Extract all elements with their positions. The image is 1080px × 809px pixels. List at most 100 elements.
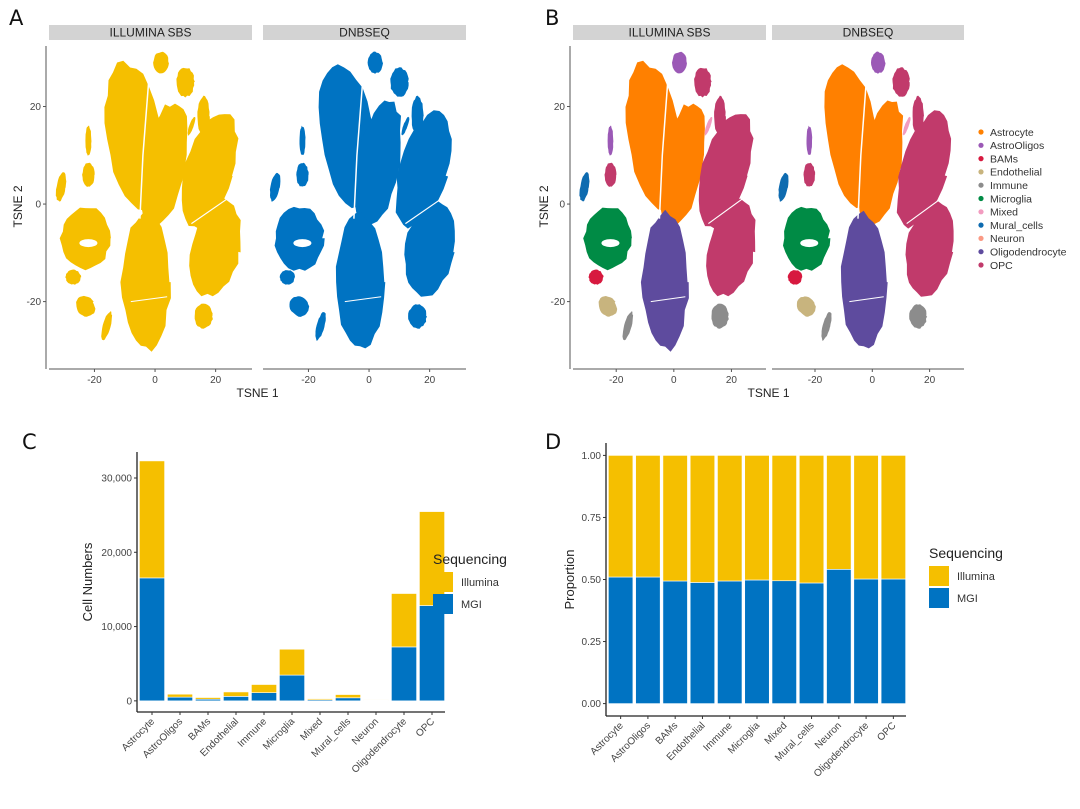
bar-mgi	[880, 578, 906, 704]
y-tick-label: 20	[30, 102, 42, 113]
cluster-opc	[189, 198, 241, 297]
cluster-opc	[296, 162, 309, 187]
cluster-opc	[694, 67, 712, 98]
cluster-astrooligos	[299, 125, 306, 155]
cluster-bams	[279, 270, 295, 285]
bar-stack	[139, 460, 165, 702]
bar-stack	[880, 455, 906, 704]
cluster-bams	[588, 269, 604, 285]
cluster-opc	[714, 95, 726, 137]
cluster-oligodendrocyte	[640, 209, 689, 352]
legend-item: Immune	[978, 180, 1028, 192]
bar-stack	[635, 455, 661, 704]
cluster-gap	[344, 296, 382, 303]
cluster-astrooligos	[607, 125, 614, 156]
bar-illumina	[279, 648, 305, 676]
legend-label: Astrocyte	[990, 127, 1034, 139]
bar-illumina	[139, 460, 165, 579]
cluster-mural_cells	[579, 172, 590, 202]
bar-illumina	[798, 455, 825, 584]
cluster-mixed	[902, 116, 911, 136]
bar-stack	[391, 593, 417, 702]
legend-item: Neuron	[978, 233, 1025, 245]
x-tick-label: Mixed	[298, 716, 325, 743]
legend-swatch-icon	[929, 588, 949, 608]
y-tick-label: 20,000	[101, 548, 132, 559]
legend-item: Mural_cells	[978, 220, 1043, 232]
bar-illumina	[251, 684, 277, 693]
legend-title: Sequencing	[929, 545, 1003, 561]
bar-mgi	[419, 605, 445, 702]
bar-stack	[744, 455, 770, 704]
y-tick-label: 1.00	[582, 451, 602, 462]
legend-label: Oligodendrocyte	[990, 247, 1067, 259]
legend-item: MGI	[433, 594, 482, 614]
cluster-gap	[191, 193, 235, 225]
x-tick-label: 20	[210, 375, 222, 386]
bar-stack	[167, 693, 193, 702]
cluster-opc	[905, 201, 954, 297]
tsne-panel-b: ILLUMINA SBS -20 0 20 -20 0 20 DNBSEQ -20 0 20 TSNE…	[537, 25, 1067, 400]
bar-mgi	[826, 569, 852, 704]
bar-illumina	[167, 693, 193, 698]
cluster-opc	[390, 67, 409, 97]
legend-item: Endothelial	[978, 167, 1042, 179]
legend-item: Mixed	[978, 207, 1018, 219]
bar-mgi	[853, 578, 879, 704]
legend-dot-icon	[978, 249, 984, 255]
facet-dnbseq: DNBSEQ -20 0 20	[263, 25, 466, 386]
cluster-gap	[849, 296, 884, 303]
y-tick-label: 0	[559, 200, 565, 211]
bar-stack	[307, 698, 333, 702]
cluster-immune	[821, 312, 832, 341]
cluster-oligodendrocyte	[335, 210, 386, 349]
cluster-astrooligos	[672, 51, 687, 74]
cluster-opc	[411, 95, 424, 137]
cluster-mural_cells	[269, 172, 281, 202]
facet-strip	[772, 25, 964, 40]
bar-illumina	[771, 455, 797, 582]
cluster-opc	[82, 162, 95, 187]
bar-stack	[251, 684, 277, 702]
facet-strip-label: ILLUMINA SBS	[109, 26, 191, 40]
y-tick-label: -20	[551, 297, 566, 308]
cluster-mural_cells	[55, 172, 67, 202]
bar-stack	[689, 455, 716, 704]
cluster-bams	[787, 270, 803, 285]
legend-title: Sequencing	[433, 551, 507, 567]
y-tick-label: 0.25	[582, 637, 602, 648]
legend-item: Illumina	[929, 566, 996, 586]
x-tick-label: 20	[924, 375, 936, 386]
cluster-immune	[315, 312, 326, 341]
cluster-immune	[711, 303, 729, 329]
x-tick-label: -20	[87, 375, 102, 386]
legend-swatch-icon	[433, 594, 453, 614]
cluster-opc	[181, 114, 239, 230]
cluster-astrooligos	[153, 51, 169, 74]
cluster-opc	[176, 67, 195, 98]
x-tick-label: -20	[609, 375, 624, 386]
cluster-gap	[857, 77, 868, 219]
legend-item: BAMs	[978, 153, 1018, 165]
facet-strip-label: DNBSEQ	[843, 26, 894, 40]
cluster-opc	[896, 110, 952, 229]
bar-illumina	[195, 697, 221, 700]
x-tick-label: Microglia	[261, 716, 297, 752]
bar-mgi	[223, 696, 249, 702]
legend-label: Microglia	[990, 193, 1032, 205]
bar-stack	[826, 455, 852, 704]
bar-stack	[279, 648, 305, 702]
cluster-mixed	[187, 117, 196, 136]
bar-mgi	[335, 697, 361, 702]
bar-mgi	[662, 580, 688, 704]
bar-stack	[335, 694, 361, 702]
cluster-opc	[706, 198, 756, 297]
bar-illumina	[223, 691, 249, 697]
x-tick-label: -20	[808, 375, 823, 386]
legend-label: Illumina	[461, 577, 500, 589]
legend-label: Illumina	[957, 571, 996, 583]
cluster-opc	[803, 162, 816, 187]
legend-label: BAMs	[990, 153, 1018, 165]
legend-item: Oligodendrocyte	[978, 247, 1067, 259]
